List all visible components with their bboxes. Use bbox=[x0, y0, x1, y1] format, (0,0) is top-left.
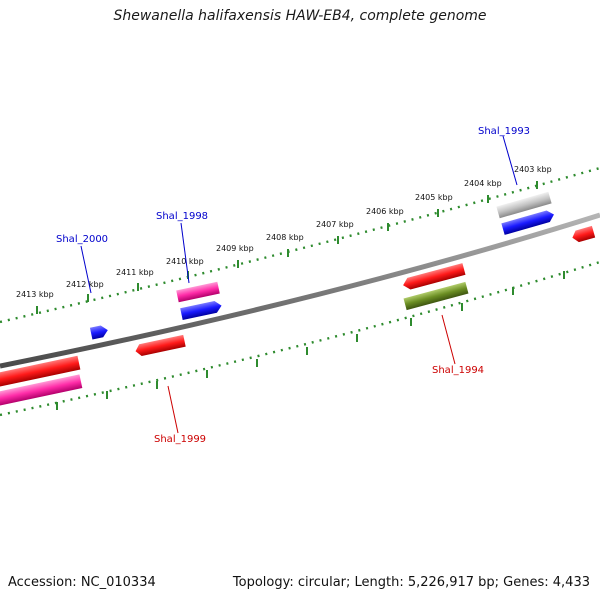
genome-summary: Topology: circular; Length: 5,226,917 bp… bbox=[232, 575, 590, 590]
gene-arrow[interactable] bbox=[501, 209, 555, 235]
scale-label: 2405 kbp bbox=[415, 193, 453, 202]
gene-arrow[interactable] bbox=[134, 334, 186, 357]
gene-label[interactable]: Shal_1994 bbox=[432, 365, 484, 376]
gene-label[interactable]: Shal_2000 bbox=[56, 234, 108, 245]
gene-label[interactable]: Shal_1998 bbox=[156, 211, 208, 222]
accession-text: Accession: NC_010334 bbox=[8, 575, 156, 590]
map-title: Shewanella halifaxensis HAW-EB4, complet… bbox=[113, 8, 487, 24]
leader-line bbox=[167, 385, 179, 434]
gene-arrow[interactable] bbox=[180, 300, 223, 321]
reverse-scale bbox=[0, 260, 600, 417]
scale-label: 2408 kbp bbox=[266, 233, 304, 242]
gene-arrow[interactable] bbox=[402, 263, 466, 291]
scale-label: 2407 kbp bbox=[316, 220, 354, 229]
gene-arrow[interactable] bbox=[571, 225, 596, 244]
gene-features bbox=[0, 191, 596, 411]
leader-line bbox=[441, 314, 456, 365]
scale-label: 2412 kbp bbox=[66, 280, 104, 289]
scale-label: 2411 kbp bbox=[116, 268, 154, 277]
leader-line bbox=[80, 245, 92, 294]
leader-line bbox=[502, 135, 518, 186]
gene-arrow[interactable] bbox=[0, 374, 83, 411]
genome-backbone bbox=[0, 212, 600, 369]
scale-label: 2409 kbp bbox=[216, 244, 254, 253]
gene-arrow[interactable] bbox=[0, 355, 81, 392]
scale-label: 2404 kbp bbox=[464, 179, 502, 188]
gene-arrow[interactable] bbox=[176, 281, 220, 303]
gene-arrow[interactable] bbox=[496, 191, 552, 219]
gene-arrow[interactable] bbox=[89, 324, 109, 340]
scale-label: 2413 kbp bbox=[16, 290, 54, 299]
scale-label: 2403 kbp bbox=[514, 165, 552, 174]
gene-label[interactable]: Shal_1999 bbox=[154, 434, 206, 445]
scale-label: 2410 kbp bbox=[166, 257, 204, 266]
leader-line bbox=[180, 222, 190, 284]
gene-arrow[interactable] bbox=[403, 281, 469, 311]
scale-label: 2406 kbp bbox=[366, 207, 404, 216]
gene-label[interactable]: Shal_1993 bbox=[478, 126, 530, 137]
